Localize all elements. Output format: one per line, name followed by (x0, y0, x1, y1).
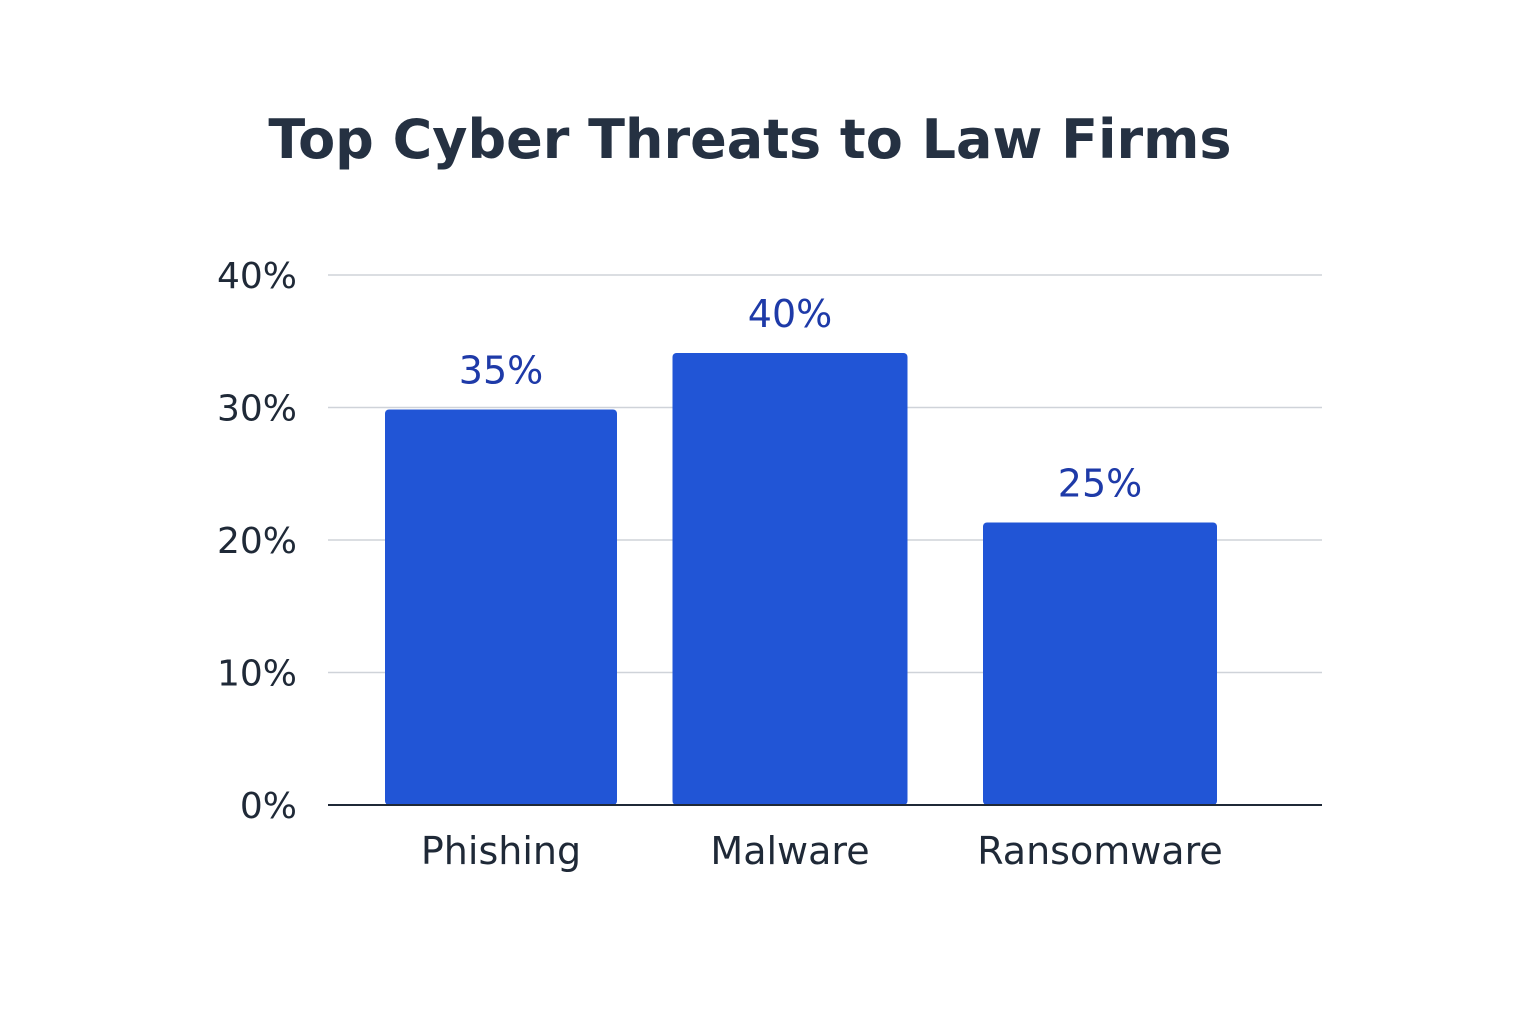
y-tick-label: 30% (217, 389, 297, 430)
x-tick-label-ransomware: Ransomware (977, 829, 1223, 873)
chart-title: Top Cyber Threats to Law Firms (268, 108, 1231, 171)
x-tick-label-phishing: Phishing (421, 829, 581, 873)
y-tick-label: 10% (217, 654, 297, 695)
y-tick-label: 20% (217, 521, 297, 562)
x-axis-ticks: Phishing Malware Ransomware (421, 829, 1223, 873)
data-labels: 35% 40% 25% (459, 292, 1142, 506)
y-tick-label: 40% (217, 256, 297, 297)
x-tick-label-malware: Malware (710, 829, 869, 873)
bar-phishing (385, 409, 617, 805)
data-label-phishing: 35% (459, 349, 543, 393)
data-label-ransomware: 25% (1058, 462, 1142, 506)
y-axis-ticks: 0% 10% 20% 30% 40% (217, 256, 297, 827)
data-label-malware: 40% (748, 292, 832, 336)
bar-ransomware (983, 522, 1217, 805)
bar-malware (672, 353, 908, 805)
bars (385, 353, 1217, 805)
y-tick-label: 0% (240, 786, 297, 827)
